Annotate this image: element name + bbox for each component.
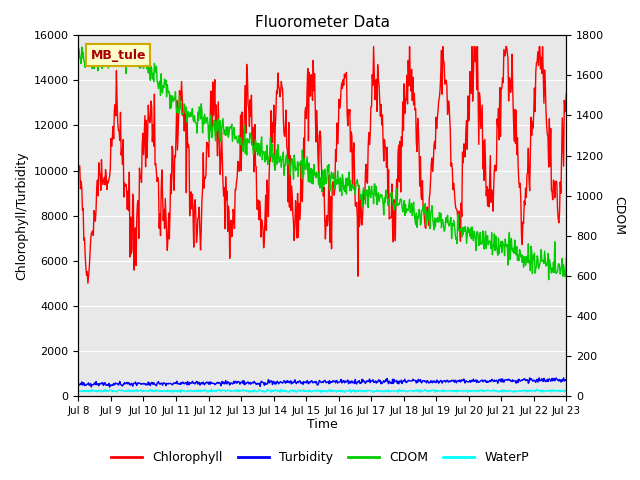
WaterP bbox=[563, 387, 570, 393]
Legend: Chlorophyll, Turbidity, CDOM, WaterP: Chlorophyll, Turbidity, CDOM, WaterP bbox=[106, 446, 534, 469]
WaterP bbox=[184, 387, 191, 393]
WaterP bbox=[177, 389, 185, 395]
Turbidity bbox=[563, 378, 570, 384]
Line: CDOM: CDOM bbox=[79, 43, 566, 280]
WaterP bbox=[207, 386, 215, 392]
Chlorophyll bbox=[397, 189, 404, 195]
Turbidity bbox=[396, 379, 404, 385]
Chlorophyll bbox=[184, 144, 191, 150]
Line: WaterP: WaterP bbox=[79, 389, 566, 392]
Y-axis label: Chlorophyll/Turbidity: Chlorophyll/Turbidity bbox=[15, 151, 28, 280]
WaterP bbox=[383, 388, 390, 394]
Chlorophyll bbox=[370, 44, 378, 49]
WaterP bbox=[134, 388, 141, 394]
Turbidity bbox=[83, 382, 91, 387]
Turbidity bbox=[526, 375, 534, 381]
Chlorophyll bbox=[134, 198, 142, 204]
Line: Turbidity: Turbidity bbox=[79, 378, 566, 387]
Chlorophyll bbox=[210, 113, 218, 119]
WaterP bbox=[211, 388, 218, 394]
WaterP bbox=[75, 388, 83, 394]
Chlorophyll bbox=[383, 165, 390, 170]
Title: Fluorometer Data: Fluorometer Data bbox=[255, 15, 390, 30]
CDOM bbox=[83, 59, 91, 65]
Turbidity bbox=[106, 384, 113, 390]
Turbidity bbox=[382, 376, 390, 382]
Chlorophyll bbox=[75, 168, 83, 174]
CDOM bbox=[563, 255, 570, 261]
Turbidity bbox=[75, 382, 83, 387]
CDOM bbox=[184, 111, 191, 117]
CDOM bbox=[107, 40, 115, 46]
Chlorophyll bbox=[563, 90, 570, 96]
Chlorophyll bbox=[83, 269, 91, 275]
CDOM bbox=[545, 277, 552, 283]
Turbidity bbox=[134, 381, 142, 386]
WaterP bbox=[397, 388, 404, 394]
Chlorophyll bbox=[84, 280, 92, 286]
Y-axis label: CDOM: CDOM bbox=[612, 196, 625, 235]
CDOM bbox=[210, 120, 218, 126]
CDOM bbox=[382, 187, 390, 193]
Text: MB_tule: MB_tule bbox=[91, 49, 146, 62]
Turbidity bbox=[184, 379, 191, 384]
CDOM bbox=[134, 60, 142, 65]
Line: Chlorophyll: Chlorophyll bbox=[79, 47, 566, 283]
CDOM bbox=[396, 197, 404, 203]
WaterP bbox=[83, 388, 91, 394]
Turbidity bbox=[210, 380, 218, 386]
X-axis label: Time: Time bbox=[307, 419, 338, 432]
CDOM bbox=[75, 45, 83, 51]
